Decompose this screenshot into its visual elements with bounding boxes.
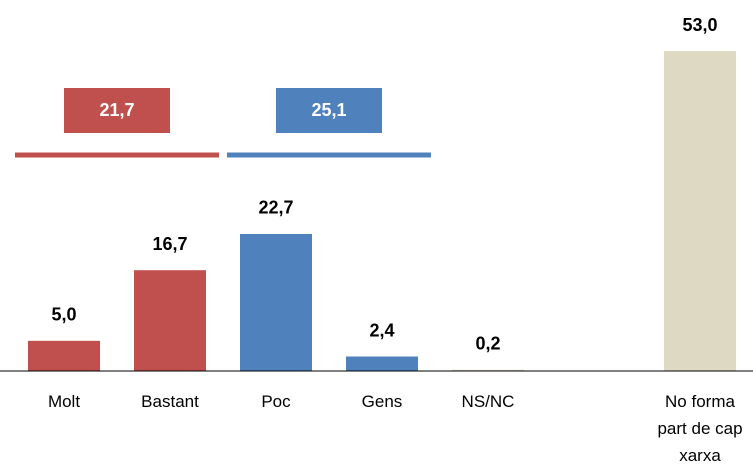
group-label: 21,7 (99, 100, 134, 120)
group-box (64, 88, 170, 133)
data-label: 5,0 (51, 305, 76, 325)
data-label: 0,2 (475, 334, 500, 354)
bar (28, 340, 100, 371)
data-label: 2,4 (369, 320, 394, 340)
bar (664, 51, 736, 371)
data-label: 16,7 (152, 234, 187, 254)
bar (240, 233, 312, 371)
group-label: 25,1 (311, 100, 346, 120)
x-tick-label: Molt (47, 392, 81, 411)
group-box (276, 88, 382, 133)
data-label: 22,7 (258, 198, 293, 218)
bar (346, 356, 418, 371)
data-label: 53,0 (682, 15, 717, 35)
x-tick-label: Gens (361, 392, 403, 411)
x-tick-label: NS/NC (461, 392, 515, 411)
bar (134, 270, 206, 371)
x-tick-label: Bastant (141, 392, 199, 411)
x-tick-label: No forma part de cap xarxa (657, 392, 743, 465)
x-tick-label: Poc (261, 392, 291, 411)
bar (452, 369, 524, 371)
